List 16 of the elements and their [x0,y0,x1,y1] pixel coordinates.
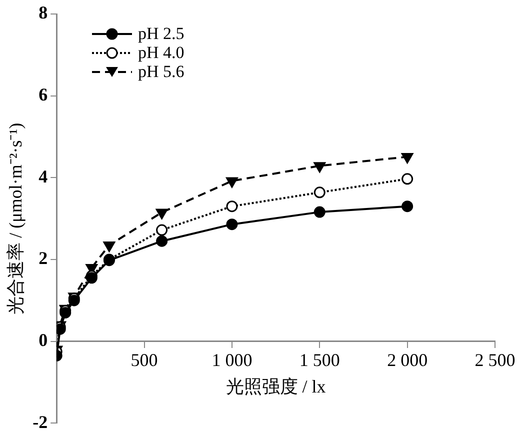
legend-label: pH 4.0 [138,43,184,62]
y-tick-label: 0 [38,330,48,350]
x-tick-label: 1 500 [299,350,340,370]
x-tick-label: 500 [130,350,158,370]
y-tick-label: 4 [38,166,48,186]
x-tick-label: 1 000 [212,350,252,370]
legend-label: pH 2.5 [138,24,184,43]
x-axis-title: 光照强度 / lx [226,376,326,396]
y-tick-label: 6 [38,84,48,104]
y-tick-label: 2 [38,248,48,268]
y-tick-label: -2 [32,412,48,432]
y-tick-label: 8 [38,2,48,23]
legend-label: pH 5.6 [138,62,184,81]
x-tick-label: 2 500 [474,350,516,370]
y-axis-title: 光合速率 / (μmol·m⁻²·s⁻¹) [6,122,26,314]
x-tick-label: 2 000 [387,350,428,370]
